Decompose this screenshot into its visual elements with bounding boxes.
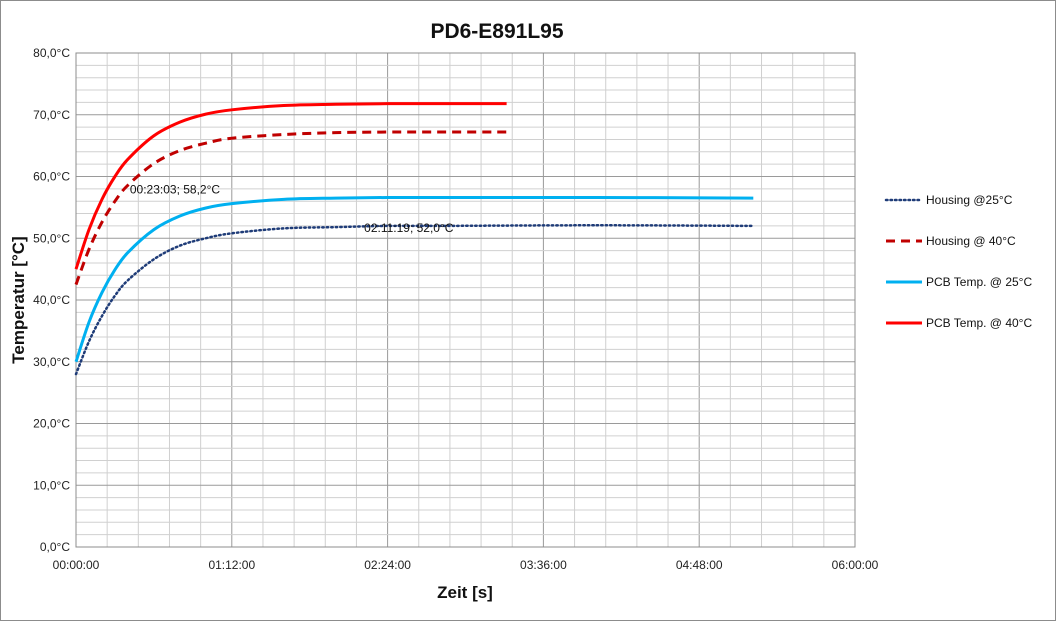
y-tick-label: 60,0°C	[33, 170, 70, 184]
x-tick-label: 04:48:00	[676, 558, 723, 572]
y-tick-label: 20,0°C	[33, 417, 70, 431]
grid	[75, 52, 856, 548]
series-line-3	[74, 102, 507, 270]
y-tick-label: 10,0°C	[33, 478, 70, 492]
y-tick-label: 30,0°C	[33, 355, 70, 369]
series-line-2	[74, 195, 754, 363]
legend-entry: Housing @25°C	[926, 193, 1013, 207]
chart-title: PD6-E891L95	[430, 20, 563, 43]
legend: Housing @25°C Housing @ 40°C PCB Temp. @ 2…	[884, 193, 1032, 330]
x-tick-label: 03:36:00	[520, 558, 567, 572]
y-tick-label: 80,0°C	[33, 46, 70, 60]
legend-entry: PCB Temp. @ 25°C	[926, 275, 1032, 289]
plot-area	[75, 52, 856, 548]
series-line-1	[74, 130, 507, 286]
data-label: 00:23:03; 58,2°C	[130, 183, 221, 197]
x-tick-label: 06:00:00	[832, 558, 879, 572]
data-label: 02:11:19; 52,0°C	[364, 221, 454, 235]
y-tick-label: 40,0°C	[33, 293, 70, 307]
x-tick-label: 01:12:00	[208, 558, 255, 572]
x-tick-label: 00:00:00	[53, 558, 100, 572]
y-tick-label: 0,0°C	[40, 540, 70, 554]
y-tick-label: 50,0°C	[33, 231, 70, 245]
legend-entry: Housing @ 40°C	[926, 234, 1016, 248]
x-tick-label: 02:24:00	[364, 558, 411, 572]
y-axis-label: Temperatur [°C]	[9, 236, 28, 363]
y-tick-label: 70,0°C	[33, 108, 70, 122]
series-line-0	[74, 224, 755, 376]
x-axis-label: Zeit [s]	[437, 583, 493, 602]
legend-entry: PCB Temp. @ 40°C	[926, 316, 1032, 330]
